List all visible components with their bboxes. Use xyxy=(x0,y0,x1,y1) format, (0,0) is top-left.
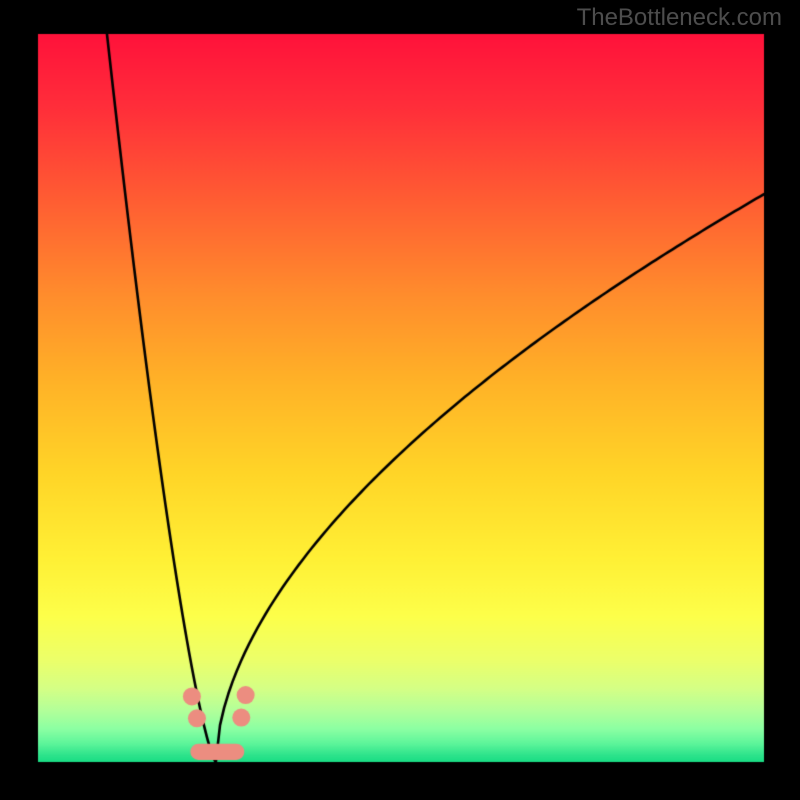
chart-stage: TheBottleneck.com xyxy=(0,0,800,800)
bottleneck-curve-canvas xyxy=(0,0,800,800)
watermark-label: TheBottleneck.com xyxy=(577,4,782,32)
